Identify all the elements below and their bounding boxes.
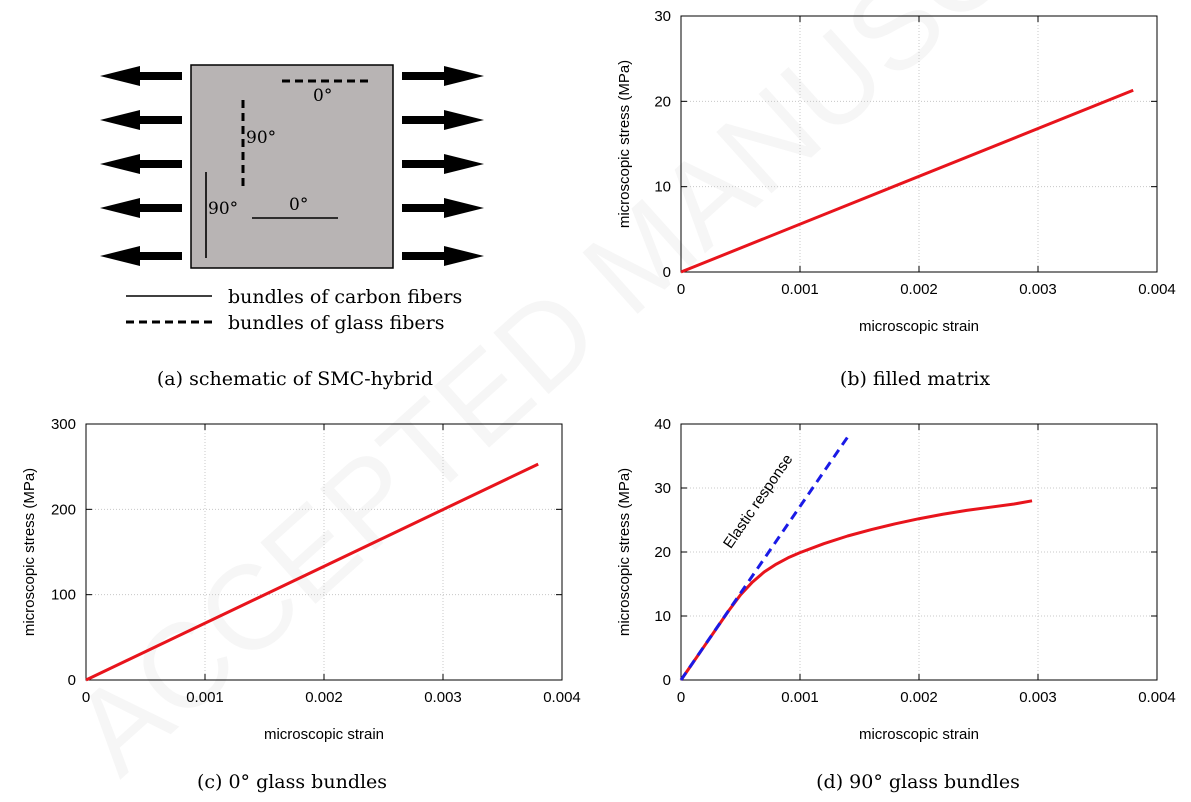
chart-0deg-glass: 0 0.001 0.002 0.003 0.004 0 100 200 300 microscop… — [21, 416, 581, 743]
x-tick-label: 0.003 — [1019, 281, 1057, 298]
x-tick-label: 0 — [677, 281, 685, 298]
label-glass-90deg: 90° — [246, 128, 276, 148]
caption-c: (c) 0° glass bundles — [196, 771, 388, 793]
y-tick-label: 100 — [51, 587, 76, 604]
chart-90deg-glass: 0 0.001 0.002 0.003 0.004 0 10 20 30 40 microscopi… — [616, 416, 1176, 743]
right-arrow-icon — [402, 198, 484, 218]
x-tick-label: 0.002 — [900, 281, 938, 298]
elastic-response-annotation: Elastic response — [720, 451, 796, 551]
right-arrow-icon — [402, 246, 484, 266]
x-axis-label: microscopic strain — [859, 318, 979, 335]
y-tick-label: 0 — [68, 672, 76, 689]
stress-strain-line — [85, 462, 539, 682]
left-arrow-icon — [100, 198, 182, 218]
x-tick-label: 0.002 — [305, 689, 343, 706]
x-axis-label: microscopic strain — [859, 726, 979, 743]
left-arrow-icon — [100, 246, 182, 266]
y-tick-label: 20 — [654, 544, 671, 561]
schematic-panel: 0° 90° 90° 0° bundles of carbon fibers b… — [100, 64, 484, 334]
x-tick-label: 0 — [82, 689, 90, 706]
y-axis-label: microscopic stress (MPa) — [616, 468, 633, 636]
left-arrow-icon — [100, 154, 182, 174]
caption-b: (b) filled matrix — [839, 368, 991, 390]
y-tick-label: 10 — [654, 608, 671, 625]
chart-filled-matrix: 0 0.001 0.002 0.003 0.004 0 10 20 30 microscopic … — [616, 8, 1176, 335]
x-tick-label: 0.001 — [781, 689, 819, 706]
smc-specimen — [190, 64, 394, 269]
label-carbon-90deg: 90° — [208, 199, 238, 219]
x-tick-label: 0.004 — [1138, 281, 1176, 298]
y-tick-label: 20 — [654, 93, 671, 110]
caption-a: (a) schematic of SMC-hybrid — [156, 368, 434, 390]
label-glass-0deg: 0° — [313, 86, 332, 106]
y-tick-label: 300 — [51, 416, 76, 433]
label-carbon-0deg: 0° — [289, 195, 308, 215]
y-tick-label: 0 — [663, 672, 671, 689]
x-tick-label: 0.003 — [424, 689, 462, 706]
x-tick-label: 0.002 — [900, 689, 938, 706]
left-arrow-icon — [100, 110, 182, 130]
plot-frame — [85, 423, 563, 681]
legend-carbon-label: bundles of carbon fibers — [228, 286, 462, 308]
left-arrow-icon — [100, 66, 182, 86]
right-arrow-icon — [402, 154, 484, 174]
x-axis-label: microscopic strain — [264, 726, 384, 743]
elastic-response-line — [679, 432, 852, 681]
y-tick-label: 30 — [654, 8, 671, 25]
stress-strain-line — [679, 499, 1033, 681]
x-tick-label: 0.003 — [1019, 689, 1057, 706]
x-tick-label: 0.004 — [1138, 689, 1176, 706]
left-arrows — [100, 66, 182, 266]
x-tick-label: 0 — [677, 689, 685, 706]
y-tick-label: 0 — [663, 264, 671, 281]
stress-strain-line — [680, 88, 1134, 274]
legend-glass-label: bundles of glass fibers — [228, 312, 444, 334]
y-tick-label: 200 — [51, 501, 76, 518]
right-arrow-icon — [402, 110, 484, 130]
y-axis-label: microscopic stress (MPa) — [21, 468, 38, 636]
y-tick-label: 40 — [654, 416, 671, 433]
caption-d: (d) 90° glass bundles — [816, 771, 1020, 793]
y-axis-label: microscopic stress (MPa) — [616, 60, 633, 228]
y-tick-label: 30 — [654, 480, 671, 497]
y-tick-label: 10 — [654, 179, 671, 196]
plot-frame — [680, 15, 1158, 273]
x-tick-label: 0.004 — [543, 689, 581, 706]
x-tick-label: 0.001 — [186, 689, 224, 706]
x-tick-label: 0.001 — [781, 281, 819, 298]
right-arrow-icon — [402, 66, 484, 86]
right-arrows — [402, 66, 484, 266]
